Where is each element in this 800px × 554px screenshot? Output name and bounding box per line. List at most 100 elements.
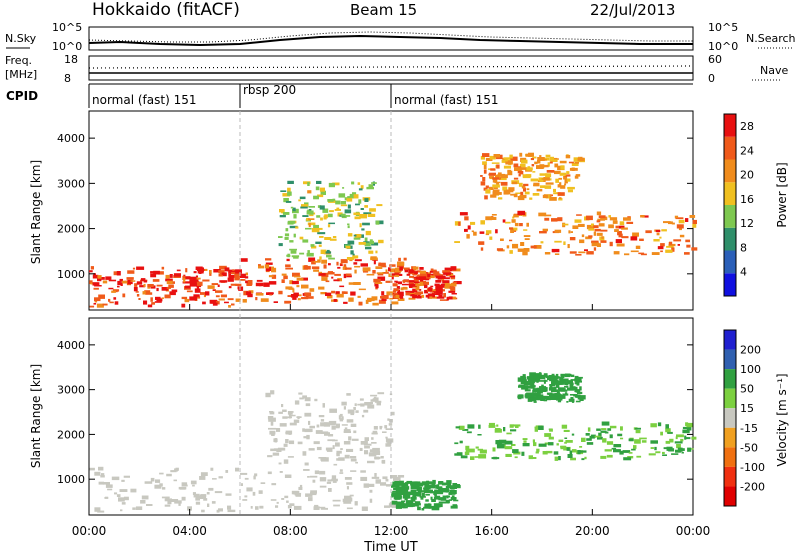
heatmap-cell [512,243,519,249]
y-tick-label: 1000 [57,268,85,281]
heatmap-cell [358,188,363,191]
heatmap-cell [326,481,332,484]
heatmap-cell [255,293,264,296]
heatmap-cell [405,500,412,503]
heatmap-cell [169,274,173,278]
heatmap-cell [530,158,534,161]
heatmap-cell [570,457,576,461]
heatmap-cell [230,283,237,286]
heatmap-cell [382,272,389,274]
heatmap-cell [375,266,383,269]
heatmap-cell [496,164,500,169]
heatmap-cell [395,274,400,277]
heatmap-cell [245,280,250,284]
heatmap-cell [452,504,458,508]
heatmap-cell [600,216,608,221]
heatmap-cell [364,450,369,455]
heatmap-cell [417,486,421,489]
heatmap-cell [480,175,483,177]
heatmap-cell [278,290,283,295]
heatmap-cell [156,287,159,292]
heatmap-cell [579,239,585,244]
heatmap-cell [89,305,95,308]
y-tick-label: 3000 [57,177,85,190]
heatmap-cell [327,271,333,274]
cpid-segment-label: normal (fast) 151 [394,93,498,107]
heatmap-cell [89,467,95,471]
heatmap-cell [335,200,341,205]
heatmap-cell [377,273,384,276]
heatmap-cell [522,251,528,256]
heatmap-cell [141,495,149,500]
heatmap-cell [228,275,236,278]
heatmap-cell [385,443,392,447]
heatmap-cell [397,261,405,266]
heatmap-cell [464,216,469,221]
heatmap-cell [117,285,120,288]
heatmap-cell [302,395,307,399]
heatmap-cell [532,171,536,173]
heatmap-cell [375,284,379,289]
heatmap-cell [294,400,300,405]
heatmap-cell [264,264,270,269]
heatmap-cell [586,442,594,445]
heatmap-cell [258,265,265,269]
heatmap-cell [319,236,324,238]
heatmap-cell [123,496,129,501]
heatmap-cell [509,227,514,230]
nave-trace [88,65,694,69]
colorbar-tick-label: 24 [740,144,754,157]
heatmap-cell [537,157,545,161]
heatmap-cell [498,172,502,175]
heatmap-cell [564,386,568,388]
heatmap-cell [585,236,592,240]
heatmap-cell [347,225,350,229]
heatmap-cell [505,158,508,162]
heatmap-cell [419,281,427,286]
heatmap-cell [308,218,315,220]
heatmap-cell [143,300,148,305]
heatmap-cell [524,191,530,195]
heatmap-cell [186,290,193,293]
heatmap-cell [402,287,408,290]
heatmap-cell [445,485,449,489]
heatmap-cell [320,249,327,254]
heatmap-cell [362,222,370,226]
heatmap-cell [335,291,340,295]
heatmap-cell [373,426,378,430]
heatmap-cell [414,484,419,488]
heatmap-cell [567,244,570,249]
heatmap-cell [98,481,104,485]
heatmap-cell [631,448,636,451]
heatmap-cell [333,504,340,507]
heatmap-cell [135,291,139,293]
heatmap-cell [623,457,632,461]
heatmap-cell [166,473,172,477]
heatmap-cell [212,478,217,480]
heatmap-cell [244,477,249,480]
heatmap-cell [536,448,540,452]
heatmap-cell [304,397,311,402]
heatmap-cell [609,241,613,247]
heatmap-cell [308,209,312,212]
heatmap-cell [506,245,510,249]
heatmap-cell [454,442,459,445]
heatmap-cell [523,248,530,252]
heatmap-cell [522,174,531,179]
heatmap-cell [559,172,567,176]
heatmap-cell [336,452,340,457]
heatmap-cell [634,439,641,444]
heatmap-cell [470,221,476,225]
heatmap-cell [520,159,528,164]
heatmap-cell [213,269,221,273]
heatmap-cell [574,219,582,223]
heatmap-cell [460,455,468,459]
heatmap-cell [369,498,373,503]
heatmap-cell [267,471,272,475]
heatmap-cell [399,490,406,493]
heatmap-cell [482,153,490,157]
heatmap-cell [532,396,536,399]
heatmap-cell [338,415,341,420]
heatmap-cell [133,287,138,292]
heatmap-cell [513,451,521,455]
